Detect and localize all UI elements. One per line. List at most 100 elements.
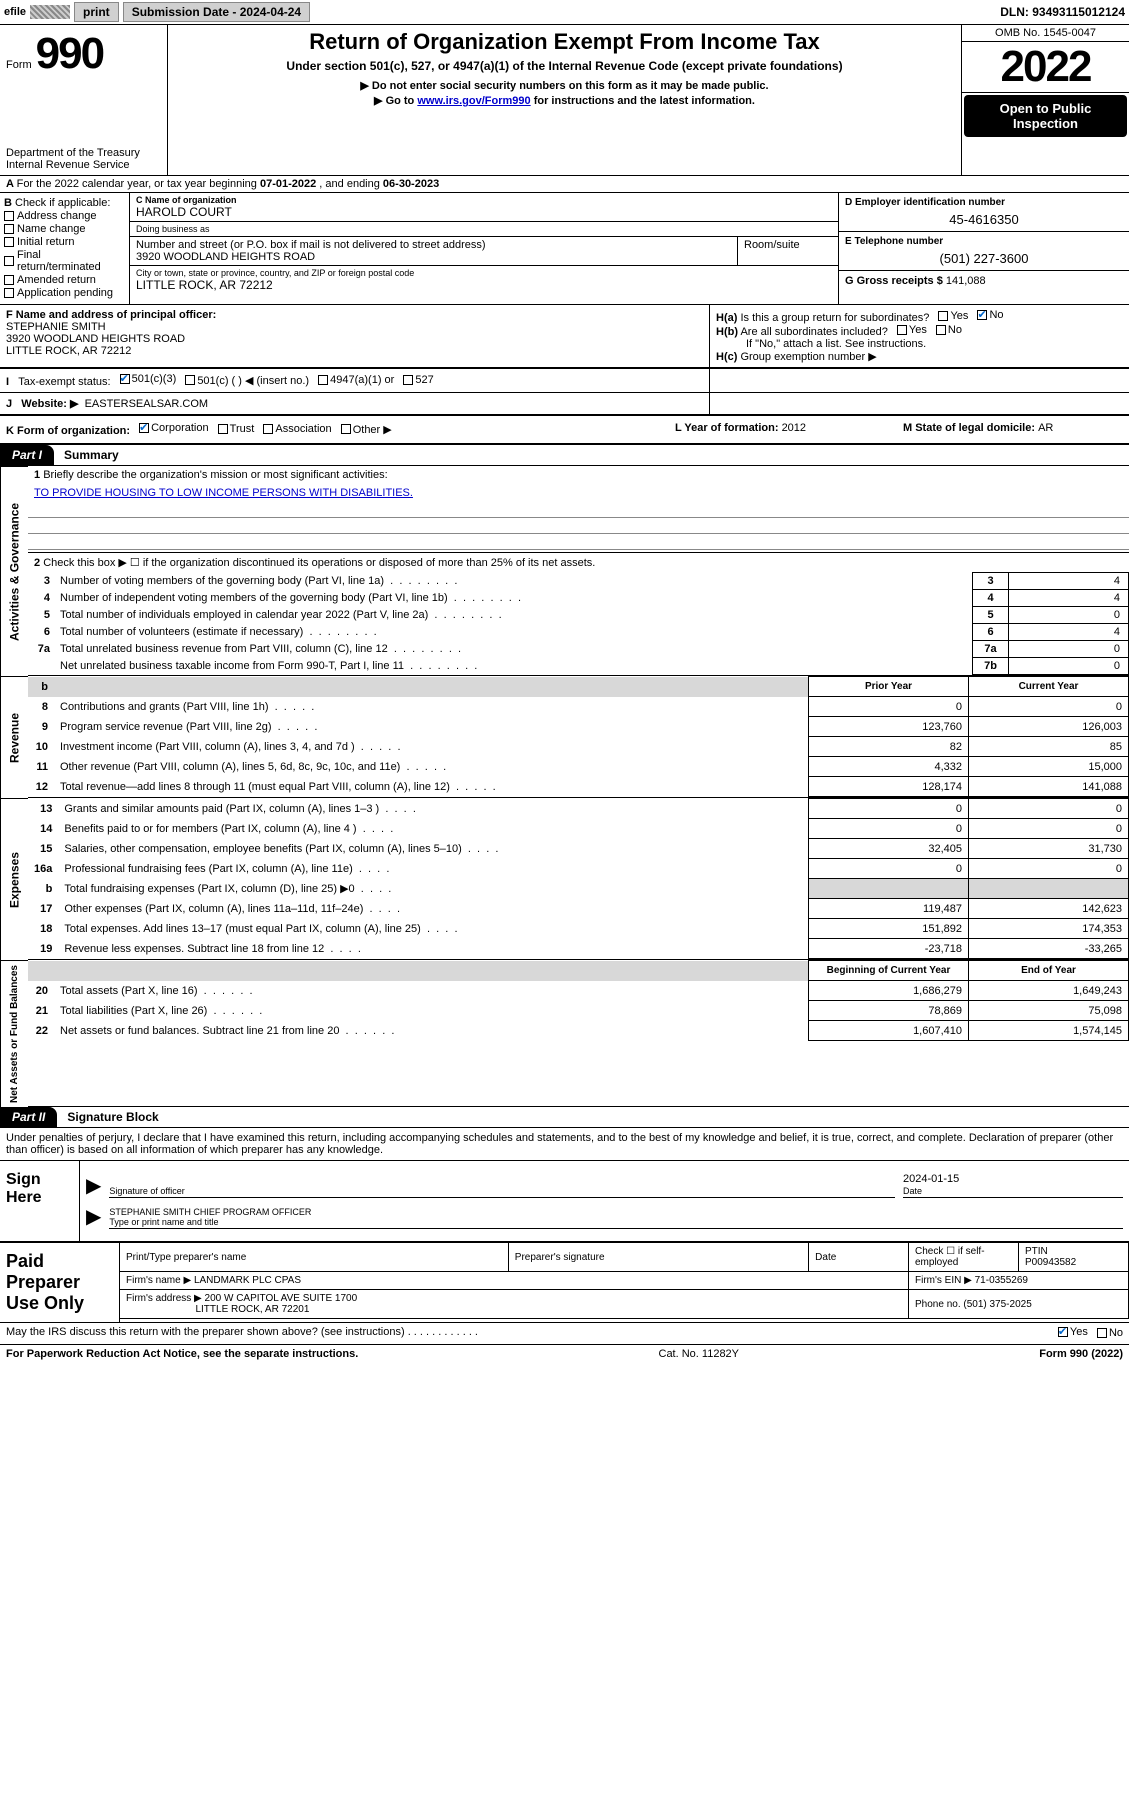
part2-title: Signature Block: [57, 1110, 158, 1124]
chk-final-return[interactable]: [4, 256, 14, 266]
ein-label: D Employer identification number: [845, 197, 1123, 208]
footer-row: For Paperwork Reduction Act Notice, see …: [0, 1344, 1129, 1363]
dba-label: Doing business as: [136, 224, 832, 234]
form-subtitle: Under section 501(c), 527, or 4947(a)(1)…: [176, 59, 953, 73]
table-row: 22Net assets or fund balances. Subtract …: [28, 1021, 1129, 1041]
gross-label: G Gross receipts $: [845, 275, 946, 287]
lbl-name-change: Name change: [17, 223, 86, 235]
discuss-row: May the IRS discuss this return with the…: [0, 1323, 1129, 1344]
row-klm: K Form of organization: Corporation Trus…: [0, 415, 1129, 445]
table-row: 6Total number of volunteers (estimate if…: [28, 624, 1129, 641]
phone-value: (501) 227-3600: [845, 251, 1123, 266]
table-row: 21Total liabilities (Part X, line 26) . …: [28, 1001, 1129, 1021]
ha-label: Is this a group return for subordinates?: [740, 312, 929, 324]
efile-label: efile: [4, 6, 26, 18]
sign-here-block: Sign Here ▶ Signature of officer 2024-01…: [0, 1161, 1129, 1243]
opt-527: 527: [415, 374, 433, 386]
col-b-label: Check if applicable:: [15, 197, 110, 209]
firm-addr1: 200 W CAPITOL AVE SUITE 1700: [205, 1293, 358, 1304]
discuss-no[interactable]: [1097, 1328, 1107, 1338]
mission-line-2: [28, 504, 1129, 518]
chk-527[interactable]: [403, 375, 413, 385]
chk-4947[interactable]: [318, 375, 328, 385]
opt-assoc: Association: [275, 423, 331, 435]
dln: DLN: 93493115012124: [1000, 5, 1125, 19]
submission-date: Submission Date - 2024-04-24: [123, 2, 310, 22]
paid-table: Print/Type preparer's name Preparer's si…: [120, 1243, 1129, 1319]
chk-corp[interactable]: [139, 423, 149, 433]
sig-arrow-icon: ▶: [86, 1173, 101, 1198]
ha-yes[interactable]: [938, 311, 948, 321]
part1-title: Summary: [54, 448, 119, 462]
addr-label: Number and street (or P.O. box if mail i…: [136, 239, 731, 251]
website-value: EASTERSEALSAR.COM: [85, 398, 208, 410]
lbl-initial-return: Initial return: [17, 236, 74, 248]
table-row: 4Number of independent voting members of…: [28, 590, 1129, 607]
website-label: Website: ▶: [21, 398, 78, 410]
yes-lbl: Yes: [950, 310, 968, 322]
q1-label: Briefly describe the organization's miss…: [43, 469, 387, 481]
no-lbl: No: [989, 309, 1003, 321]
print-button[interactable]: print: [74, 2, 119, 22]
chk-initial-return[interactable]: [4, 237, 14, 247]
row-fh: F Name and address of principal officer:…: [0, 305, 1129, 368]
ptin-hdr: PTIN: [1025, 1246, 1048, 1257]
vlabel-expenses: Expenses: [0, 798, 28, 960]
table-row: 19Revenue less expenses. Subtract line 1…: [28, 939, 1129, 959]
part1-header: Part I Summary: [0, 445, 1129, 466]
omb-number: OMB No. 1545-0047: [962, 25, 1129, 42]
chk-app-pending[interactable]: [4, 288, 14, 298]
lbl-address-change: Address change: [17, 210, 97, 222]
tax-year: 2022: [1001, 42, 1091, 91]
hb-yes[interactable]: [897, 325, 907, 335]
sig-officer-label: Signature of officer: [109, 1186, 184, 1196]
department: Department of the Treasury Internal Reve…: [6, 147, 161, 171]
table-row: 5Total number of individuals employed in…: [28, 607, 1129, 624]
header-line2-post: for instructions and the latest informat…: [531, 95, 755, 107]
firm-name: LANDMARK PLC CPAS: [194, 1275, 301, 1286]
org-name: HAROLD COURT: [136, 205, 832, 219]
mission-text[interactable]: TO PROVIDE HOUSING TO LOW INCOME PERSONS…: [34, 487, 413, 499]
discuss-no-lbl: No: [1109, 1327, 1123, 1339]
submission-value: 2024-04-24: [240, 5, 301, 19]
chk-amended[interactable]: [4, 275, 14, 285]
irs-link[interactable]: www.irs.gov/Form990: [417, 95, 530, 107]
mission-line-3: [28, 520, 1129, 534]
revenue-table: b Prior Year Current Year 8Contributions…: [28, 676, 1129, 797]
ein-value: 45-4616350: [845, 212, 1123, 227]
vlabel-governance: Activities & Governance: [0, 466, 28, 676]
hb-no[interactable]: [936, 325, 946, 335]
tax-status-label: Tax-exempt status:: [18, 376, 110, 388]
chk-other[interactable]: [341, 424, 351, 434]
discuss-yes[interactable]: [1058, 1327, 1068, 1337]
table-row: 20Total assets (Part X, line 16) . . . .…: [28, 981, 1129, 1001]
name-title-label: Type or print name and title: [109, 1217, 218, 1227]
firm-phone-label: Phone no.: [915, 1299, 963, 1310]
table-row: 3Number of voting members of the governi…: [28, 573, 1129, 590]
ha-no[interactable]: [977, 310, 987, 320]
officer-name-title: STEPHANIE SMITH CHIEF PROGRAM OFFICER: [109, 1207, 311, 1217]
col-d-ein-phone: D Employer identification number 45-4616…: [839, 193, 1129, 304]
chk-501c[interactable]: [185, 375, 195, 385]
chk-name-change[interactable]: [4, 224, 14, 234]
chk-address-change[interactable]: [4, 211, 14, 221]
gov-lines: 2 Check this box ▶ ☐ if the organization…: [28, 553, 1129, 676]
form-label: Form: [6, 59, 32, 71]
self-emp-hdr: Check ☐ if self-employed: [909, 1243, 1019, 1272]
col-c-org-info: C Name of organization HAROLD COURT Doin…: [130, 193, 839, 304]
chk-501c3[interactable]: [120, 374, 130, 384]
opt-corp: Corporation: [151, 422, 208, 434]
no-lbl2: No: [948, 324, 962, 336]
submission-label: Submission Date -: [132, 5, 240, 19]
year-formation: 2012: [782, 422, 806, 434]
chk-trust[interactable]: [218, 424, 228, 434]
ptin-value: P00943582: [1025, 1257, 1076, 1268]
discuss-yes-lbl: Yes: [1070, 1326, 1088, 1338]
col-b-checkboxes: B Check if applicable: Address change Na…: [0, 193, 130, 304]
org-name-label: C Name of organization: [136, 195, 237, 205]
hb-label: Are all subordinates included?: [740, 326, 887, 338]
net-block: Beginning of Current Year End of Year 20…: [28, 960, 1129, 1107]
table-row: bTotal fundraising expenses (Part IX, co…: [28, 879, 1129, 899]
row-a-tax-year: A For the 2022 calendar year, or tax yea…: [0, 176, 1129, 193]
chk-assoc[interactable]: [263, 424, 273, 434]
